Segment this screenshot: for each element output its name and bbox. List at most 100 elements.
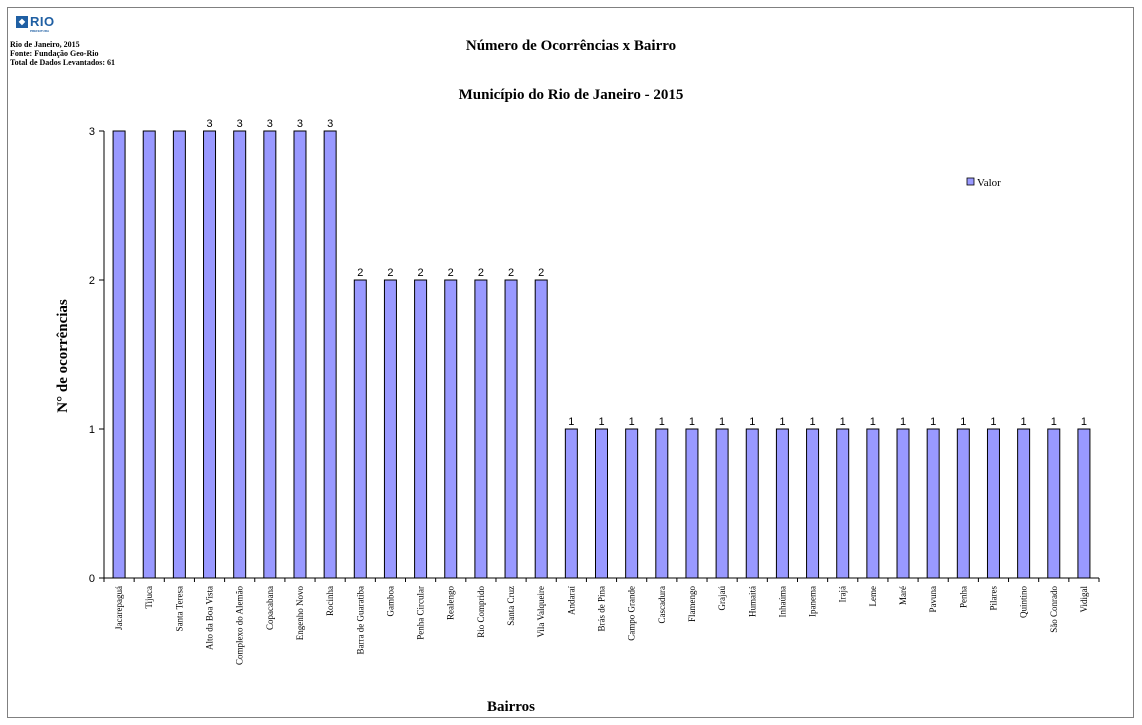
x-tick-label: Realengo [446,586,456,620]
y-axis-title: N° de ocorrências [55,299,71,413]
meta-info: Rio de Janeiro, 2015 Fonte: Fundação Geo… [10,40,115,67]
bar [112,130,126,579]
bar [715,428,729,579]
bar-data-label: 1 [629,416,635,428]
bar-data-label: 1 [840,416,846,428]
bar-data-label: 1 [1051,416,1057,428]
bar-data-label: 2 [478,267,484,279]
bar [323,130,337,579]
x-tick-label: Andaraí [566,586,576,615]
bar [534,279,548,579]
bar-data-label: 1 [779,416,785,428]
x-tick-label: Gamboa [385,586,395,617]
bar [926,428,940,579]
x-tick-label: Complexo do Alemão [235,586,245,665]
bar [414,279,428,579]
bar [1017,428,1031,579]
bar-data-label: 1 [568,416,574,428]
rio-emblem-icon: ◆ [16,15,28,28]
x-tick-label: Ipanema [808,586,818,617]
bar [625,428,639,579]
bar [444,279,458,579]
bar-data-label: 1 [749,416,755,428]
bar [233,130,247,579]
bar-data-label: 1 [598,416,604,428]
x-tick-label: Vidigal [1079,586,1089,613]
x-tick-label: Santa Cruz [506,586,516,626]
chart-subtitle: Município do Rio de Janeiro - 2015 [458,87,684,103]
meta-line-total: Total de Dados Levantados: 61 [10,58,116,67]
bar-data-label: 1 [870,416,876,428]
bar [595,428,608,579]
bar-data-label: 3 [206,118,212,130]
bar-data-label: 3 [327,118,333,130]
bar-data-label: 1 [719,416,725,428]
bar-data-label: 1 [990,416,996,428]
bar [1077,428,1091,579]
bar-data-label: 1 [659,416,665,428]
bar-data-label: 2 [448,267,454,279]
bar-data-label: 2 [387,267,393,279]
x-tick-label: Penha [958,586,968,608]
bar [866,428,880,579]
bar-data-label: 1 [809,416,815,428]
meta-line-source: Fonte: Fundação Geo-Rio [10,49,99,58]
bar-data-label: 1 [689,416,695,428]
x-tick-label: Santa Teresa [174,586,184,631]
bar-data-label: 2 [418,267,424,279]
bar [474,279,488,579]
bar-data-label: 3 [237,118,243,130]
x-tick-label: Maré [898,586,908,605]
bar-data-label: 2 [538,267,544,279]
x-axis-title: Bairros [487,699,535,715]
meta-line-date: Rio de Janeiro, 2015 [10,40,80,49]
x-tick-label: Leme [868,586,878,607]
logo-text: RIO [30,14,55,29]
bar [986,428,1000,579]
x-tick-label: Pavuna [928,586,938,613]
bar [142,130,156,579]
bar [685,428,699,579]
bar-data-label: 1 [1021,416,1027,428]
x-tick-label: São Conrado [1049,586,1059,633]
bar-data-label: 1 [900,416,906,428]
chart-title: Número de Ocorrências x Bairro [465,38,677,54]
bar-data-label: 3 [297,118,303,130]
logo-subtext: PREFEITURA [30,29,50,33]
y-tick-label: 1 [89,424,95,436]
x-tick-label: Grajaú [717,586,727,611]
bar [383,279,397,579]
bar [293,130,307,579]
bar-data-label: 2 [357,267,363,279]
x-tick-label: Copacabana [265,586,275,630]
bar [1047,428,1061,579]
x-tick-label: Vila Valqueire [536,586,546,638]
bar [263,130,277,579]
bar [655,428,669,579]
bar [564,428,578,579]
bar [836,428,850,579]
x-tick-label: Humaitá [747,586,757,617]
bar-data-label: 1 [1081,416,1087,428]
x-tick-label: Quintino [1019,586,1029,619]
bar-data-label: 3 [267,118,273,130]
bar [896,428,910,579]
x-tick-label: Rio Comprido [476,586,486,638]
bar [203,130,217,579]
bar-data-label: 1 [960,416,966,428]
bar-data-label: 1 [930,416,936,428]
x-tick-label: Cascadura [657,586,667,623]
bar [745,428,759,579]
legend-label: Valor [977,177,1001,189]
x-tick-label: Alto da Boa Vista [205,586,215,650]
y-tick-label: 2 [89,275,95,287]
x-tick-label: Brás de Pina [597,586,607,632]
x-tick-label: Barra de Guaratiba [355,586,365,654]
y-tick-label: 0 [89,573,95,585]
bar [172,130,186,579]
bar [775,428,789,579]
rio-logo: ◆ RIO [16,14,55,29]
x-tick-label: Jacarepaguá [114,586,124,630]
x-tick-label: Engenho Novo [295,586,305,641]
